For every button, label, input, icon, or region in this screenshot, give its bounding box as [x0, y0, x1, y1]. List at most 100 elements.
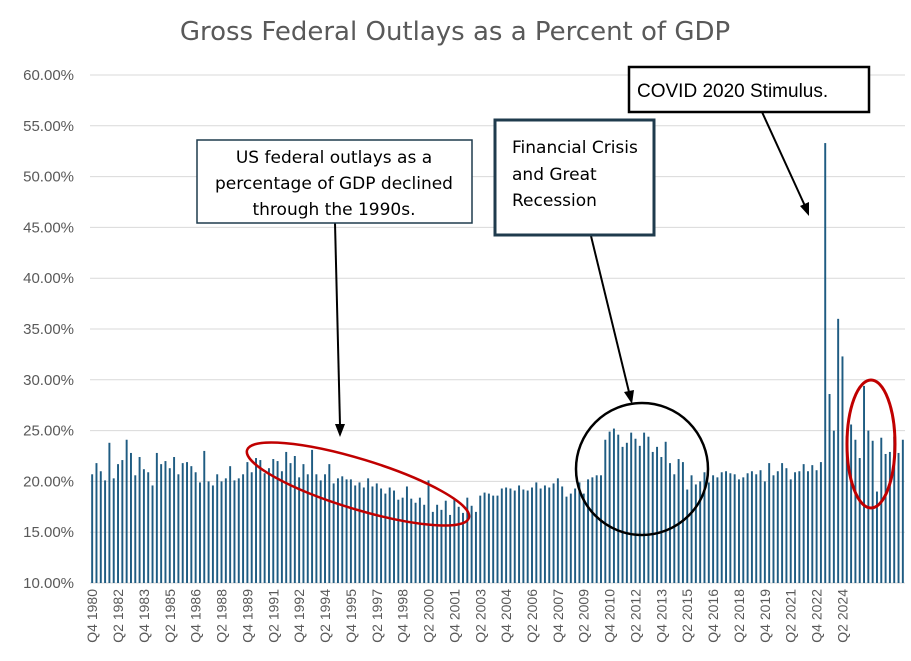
- bar: [190, 466, 193, 583]
- bar: [496, 495, 499, 583]
- bar: [768, 463, 771, 583]
- bar: [440, 509, 443, 583]
- bar: [643, 432, 646, 583]
- bar: [578, 482, 581, 583]
- bar: [207, 481, 210, 583]
- bar: [651, 451, 654, 583]
- bar: [625, 442, 628, 583]
- bar: [608, 431, 611, 583]
- bar: [582, 493, 585, 583]
- crisis-arrow-line: [590, 235, 630, 393]
- bar: [656, 446, 659, 583]
- bar: [518, 485, 521, 583]
- bar: [733, 474, 736, 583]
- bar: [95, 463, 98, 583]
- bar: [104, 480, 107, 583]
- bar: [500, 488, 503, 583]
- bar: [418, 497, 421, 583]
- bar: [901, 439, 904, 583]
- bar: [405, 486, 408, 583]
- bar: [802, 464, 805, 583]
- bar: [824, 143, 827, 583]
- bar: [690, 475, 693, 583]
- bar: [250, 472, 253, 583]
- bar: [354, 485, 357, 583]
- bar: [569, 493, 572, 583]
- x-tick-label: Q4 2001: [446, 589, 462, 643]
- bar: [647, 436, 650, 583]
- x-tick-label: Q4 2007: [550, 589, 566, 643]
- x-tick-label: Q4 1998: [395, 589, 411, 643]
- bar: [600, 475, 602, 583]
- bar: [449, 514, 452, 583]
- bar: [487, 493, 490, 583]
- bar: [888, 451, 891, 583]
- bar: [427, 480, 430, 583]
- bar: [371, 486, 374, 583]
- bar: [716, 477, 719, 583]
- bar: [677, 459, 680, 583]
- bar: [328, 464, 331, 583]
- x-tick-label: Q2 2015: [679, 589, 695, 643]
- bar: [198, 482, 201, 583]
- bar: [561, 486, 564, 583]
- crisis-highlight-circle: [574, 401, 710, 537]
- bar: [108, 442, 111, 583]
- bar: [237, 478, 240, 583]
- bar: [845, 435, 848, 583]
- bar: [634, 438, 637, 583]
- bar: [474, 511, 477, 583]
- bar: [565, 496, 568, 583]
- bar: [750, 471, 753, 583]
- bar: [194, 472, 197, 583]
- bar: [621, 446, 624, 583]
- bar: [669, 463, 671, 583]
- nineties-arrow-head: [335, 424, 345, 437]
- nineties-annotation-box: [196, 139, 473, 224]
- bar: [147, 472, 150, 583]
- bar: [505, 487, 508, 583]
- bar: [673, 474, 676, 583]
- bar-series: [91, 143, 904, 583]
- x-tick-label: Q4 2016: [705, 589, 721, 643]
- bar: [130, 452, 132, 583]
- bar: [871, 440, 874, 583]
- bar: [134, 475, 137, 583]
- nineties-annotation-line-2: percentage of GDP declined: [215, 174, 453, 194]
- x-tick-label: Q2 2006: [524, 589, 540, 643]
- bar: [112, 478, 115, 583]
- x-tick-label: Q4 2010: [602, 589, 618, 643]
- bar: [99, 471, 102, 583]
- crisis-annotation-line-1: Financial Crisis: [512, 138, 638, 158]
- bar: [276, 461, 279, 583]
- bar: [298, 477, 301, 583]
- bar: [453, 499, 456, 583]
- bar: [858, 458, 861, 583]
- y-tick-label: 60.00%: [23, 67, 74, 84]
- bar: [587, 479, 590, 583]
- bar: [246, 462, 249, 583]
- bar: [160, 464, 163, 583]
- bar: [384, 493, 387, 583]
- bar: [423, 504, 426, 583]
- bar: [772, 475, 775, 583]
- bar: [324, 474, 326, 583]
- bar: [306, 474, 309, 583]
- x-tick-label: Q4 1989: [239, 589, 255, 643]
- bar: [535, 482, 538, 583]
- bar: [841, 356, 844, 583]
- bar: [617, 434, 620, 583]
- x-tick-label: Q2 1997: [369, 589, 385, 643]
- x-tick-label: Q4 1980: [84, 589, 100, 643]
- nineties-highlight-ellipse: [245, 441, 471, 527]
- x-tick-label: Q4 1986: [188, 589, 204, 643]
- bar: [289, 463, 292, 583]
- bar: [397, 499, 400, 583]
- bar: [638, 445, 641, 583]
- bar: [151, 485, 154, 583]
- x-tick-label: Q2 2021: [783, 589, 799, 643]
- x-tick-label: Q2 1994: [317, 589, 333, 643]
- bar: [712, 475, 715, 583]
- covid-annotation-line-1: COVID 2020 Stimulus.: [637, 81, 828, 102]
